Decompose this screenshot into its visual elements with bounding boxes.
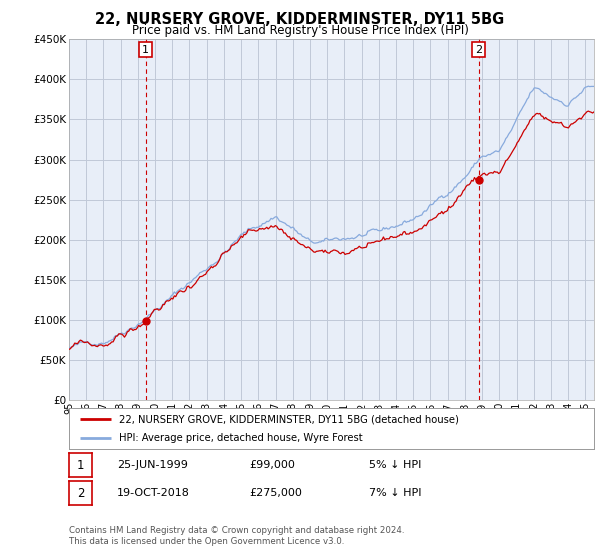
Text: 2: 2: [77, 487, 84, 500]
Text: 2: 2: [475, 45, 482, 55]
Text: 22, NURSERY GROVE, KIDDERMINSTER, DY11 5BG: 22, NURSERY GROVE, KIDDERMINSTER, DY11 5…: [95, 12, 505, 27]
Text: Contains HM Land Registry data © Crown copyright and database right 2024.
This d: Contains HM Land Registry data © Crown c…: [69, 526, 404, 546]
Text: 22, NURSERY GROVE, KIDDERMINSTER, DY11 5BG (detached house): 22, NURSERY GROVE, KIDDERMINSTER, DY11 5…: [119, 414, 459, 424]
Text: £99,000: £99,000: [249, 460, 295, 470]
Text: £275,000: £275,000: [249, 488, 302, 498]
Text: Price paid vs. HM Land Registry's House Price Index (HPI): Price paid vs. HM Land Registry's House …: [131, 24, 469, 37]
Text: HPI: Average price, detached house, Wyre Forest: HPI: Average price, detached house, Wyre…: [119, 433, 362, 443]
Text: 25-JUN-1999: 25-JUN-1999: [117, 460, 188, 470]
Text: 1: 1: [142, 45, 149, 55]
Text: 19-OCT-2018: 19-OCT-2018: [117, 488, 190, 498]
Text: 1: 1: [77, 459, 84, 472]
Text: 5% ↓ HPI: 5% ↓ HPI: [369, 460, 421, 470]
Text: 7% ↓ HPI: 7% ↓ HPI: [369, 488, 421, 498]
